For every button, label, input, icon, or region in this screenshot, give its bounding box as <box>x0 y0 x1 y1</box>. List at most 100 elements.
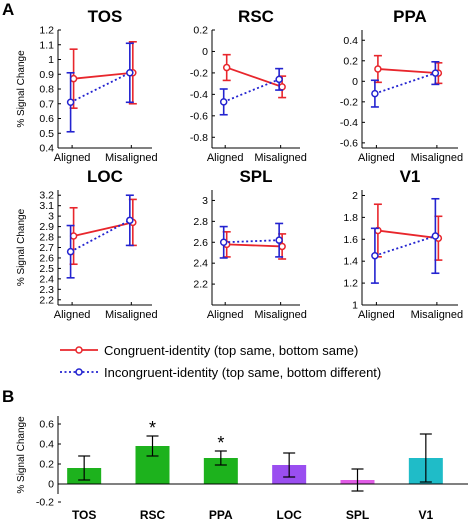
y-tick-label: 1.8 <box>343 212 358 224</box>
y-tick-label: 3.2 <box>39 190 54 202</box>
y-tick-label: 1 <box>352 300 358 312</box>
x-tick-label: Misaligned <box>254 152 307 164</box>
chart-title: LOC <box>87 167 123 186</box>
y-tick-label: 2.2 <box>193 279 208 291</box>
chart-ppa: -0.6 -0.4 -0.2 0 0.2 0.4 Aligned Misaligned PPA <box>340 7 463 164</box>
y-tick-label: 1.2 <box>39 25 54 37</box>
series-line-congruent <box>377 68 439 74</box>
data-point-incongruent <box>66 98 75 107</box>
panel-a-line-charts: 0.4 0.5 0.6 0.7 0.8 0.9 1 1.1 1.2 Aligned Misalign… <box>16 7 463 321</box>
chart-title: TOS <box>88 7 123 26</box>
y-tick-label: 2.6 <box>193 237 208 249</box>
y-tick-label: -0.4 <box>190 89 208 101</box>
y-tick-label: -0.8 <box>190 132 208 144</box>
x-tick-label: Aligned <box>358 152 395 164</box>
data-point-congruent <box>69 232 78 240</box>
data-point-incongruent <box>431 232 440 240</box>
x-tick-label: V1 <box>418 508 433 522</box>
y-tick-label: 0 <box>202 46 208 58</box>
x-tick-label: RSC <box>140 508 166 522</box>
x-tick-label: Aligned <box>54 309 91 321</box>
chart-tos: 0.4 0.5 0.6 0.7 0.8 0.9 1 1.1 1.2 Aligned Misalign… <box>16 7 158 164</box>
data-point-incongruent <box>275 75 283 84</box>
series-line-incongruent <box>374 72 436 95</box>
chart-title: SPL <box>239 167 272 186</box>
y-tick-label: 2 <box>352 190 358 202</box>
data-point-incongruent <box>275 236 283 244</box>
data-point-incongruent <box>371 251 379 260</box>
data-point-congruent <box>374 65 382 73</box>
data-point-incongruent <box>126 69 134 77</box>
x-tick-label: Misaligned <box>105 309 158 321</box>
y-tick-label: 0.2 <box>39 459 54 471</box>
data-point-incongruent <box>431 69 440 77</box>
y-tick-label: 0.4 <box>39 439 54 451</box>
y-tick-label: 2.9 <box>39 221 54 233</box>
y-tick-label: 2.8 <box>39 232 54 244</box>
y-tick-label: 0.5 <box>39 128 54 140</box>
y-tick-label: 3 <box>48 211 54 223</box>
y-tick-label: 0 <box>352 76 358 88</box>
y-tick-label: 1.6 <box>343 234 358 246</box>
legend-incongruent-label: Incongruent-identity (top same, bottom d… <box>104 365 381 380</box>
chart-v1: 1 1.2 1.4 1.6 1.8 2 Aligned Misaligned V1 <box>343 167 463 321</box>
x-tick-label: TOS <box>72 508 96 522</box>
series-line-congruent <box>377 229 439 240</box>
y-tick-label: 0.2 <box>343 55 358 67</box>
y-tick-label: 0.8 <box>39 84 54 96</box>
data-point-incongruent <box>371 89 379 98</box>
data-point-incongruent <box>219 238 228 247</box>
y-tick-label: 0.9 <box>39 69 54 81</box>
y-axis-label: % Signal Change <box>16 208 27 286</box>
y-tick-label: -0.2 <box>340 96 358 108</box>
series-line-congruent <box>226 243 283 248</box>
y-axis-label: % Signal Change <box>16 50 27 128</box>
data-point-congruent <box>278 83 286 91</box>
y-tick-label: 1.1 <box>39 39 54 51</box>
data-point-congruent <box>69 74 78 83</box>
series-line-congruent <box>73 71 133 80</box>
x-tick-label: Aligned <box>207 309 244 321</box>
y-tick-label: 3.1 <box>39 200 54 212</box>
panel-b-bar-chart: -0.2 0 0.2 0.4 0.6 % Signal Change TOS * RSC * PPA… <box>16 416 468 522</box>
x-tick-label: LOC <box>276 508 302 522</box>
significance-marker: * <box>217 433 224 453</box>
series-line-incongruent <box>70 71 131 104</box>
series-line-incongruent <box>223 78 280 103</box>
chart-title: RSC <box>238 7 274 26</box>
y-tick-label: 1 <box>48 54 54 66</box>
y-tick-label: 0.6 <box>39 113 54 125</box>
series-line-congruent <box>226 66 283 88</box>
x-tick-label: Misaligned <box>411 309 464 321</box>
legend-congruent-label: Congruent-identity (top same, bottom sam… <box>104 343 358 358</box>
panel-label-a: A <box>2 0 14 19</box>
legend-incongruent-marker <box>75 368 83 376</box>
data-point-congruent <box>222 63 231 72</box>
y-tick-label: -0.4 <box>340 117 358 129</box>
y-tick-label: 2.3 <box>39 284 54 296</box>
x-tick-label: Misaligned <box>411 152 464 164</box>
x-tick-label: Aligned <box>54 152 91 164</box>
series-line-incongruent <box>70 219 131 253</box>
x-tick-label: SPL <box>346 508 369 522</box>
y-tick-label: -0.6 <box>340 137 358 149</box>
x-tick-label: Misaligned <box>254 309 307 321</box>
y-tick-label: 0.7 <box>39 98 54 110</box>
chart-title: V1 <box>400 167 421 186</box>
y-tick-label: -0.2 <box>190 67 208 79</box>
x-tick-label: Aligned <box>358 309 395 321</box>
legend-congruent-marker <box>75 346 83 354</box>
significance-marker: * <box>149 418 156 438</box>
data-point-incongruent <box>66 247 75 256</box>
chart-rsc: -0.8 -0.6 -0.4 -0.2 0 0.2 Aligned Misaligned RSC <box>190 7 307 164</box>
panel-label-b: B <box>2 387 14 406</box>
y-tick-label: 2.4 <box>39 273 54 285</box>
y-tick-label: 0 <box>48 479 54 491</box>
data-point-incongruent <box>126 216 134 225</box>
x-tick-label: Misaligned <box>105 152 158 164</box>
y-tick-label: 2.6 <box>39 252 54 264</box>
series-line-incongruent <box>374 235 436 257</box>
chart-title: PPA <box>393 7 427 26</box>
y-tick-label: 0.4 <box>343 35 358 47</box>
y-tick-label: 2.5 <box>39 263 54 275</box>
